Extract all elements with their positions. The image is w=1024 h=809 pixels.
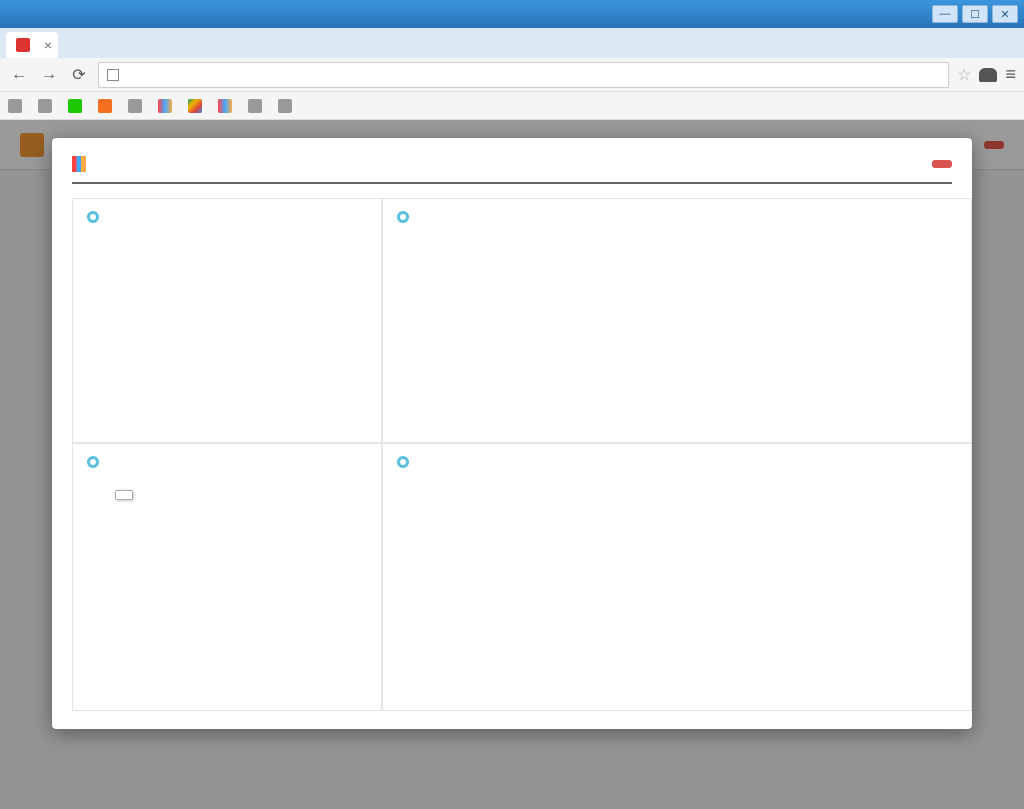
tab-close-icon[interactable]: ×: [44, 37, 52, 53]
extension-icon[interactable]: [979, 68, 997, 82]
panel-rank: [382, 443, 972, 711]
window-titlebar: — ☐ ✕: [0, 0, 1024, 28]
modal-title: [72, 156, 94, 172]
tab-strip: ×: [0, 28, 1024, 58]
rank-header: [397, 478, 957, 488]
bookmark-item[interactable]: [8, 99, 26, 113]
modal-close-button[interactable]: [932, 160, 952, 168]
window-maximize[interactable]: ☐: [962, 5, 988, 23]
browser-menu-icon[interactable]: ≡: [1005, 64, 1016, 85]
rank-top-chart: [397, 488, 672, 698]
monthly-line-chart: [397, 237, 957, 427]
bookmark-item[interactable]: [218, 99, 236, 113]
title-icon: [72, 156, 86, 172]
survey-pie-chart: [87, 233, 247, 393]
panel-survey: [72, 198, 382, 443]
bookmark-item[interactable]: [68, 99, 86, 113]
favicon: [16, 38, 30, 52]
window-close[interactable]: ✕: [992, 5, 1018, 23]
rank-bottom-chart: [682, 488, 957, 698]
modal-overlay: [0, 120, 1024, 809]
donut-tooltip: [115, 490, 133, 500]
consult-donut: [87, 478, 237, 628]
bookmark-item[interactable]: [38, 99, 56, 113]
bookmark-item[interactable]: [188, 99, 206, 113]
reload-button[interactable]: ⟳: [68, 64, 90, 86]
forward-button[interactable]: →: [38, 64, 60, 86]
modal: [52, 138, 972, 729]
url-bar: ← → ⟳ ☆ ≡: [0, 58, 1024, 92]
bookmark-item[interactable]: [158, 99, 176, 113]
bookmark-item[interactable]: [98, 99, 116, 113]
panel-monthly: [382, 198, 972, 443]
modal-header: [72, 156, 952, 184]
back-button[interactable]: ←: [8, 64, 30, 86]
window-minimize[interactable]: —: [932, 5, 958, 23]
bookmark-bar: [0, 92, 1024, 120]
bookmark-item[interactable]: [128, 99, 146, 113]
bookmark-star-icon[interactable]: ☆: [957, 65, 971, 85]
page-icon: [107, 69, 119, 81]
bookmark-item[interactable]: [278, 99, 296, 113]
panel-consult: [72, 443, 382, 711]
browser-tab[interactable]: ×: [6, 32, 58, 58]
bookmark-item[interactable]: [248, 99, 266, 113]
url-field[interactable]: [98, 62, 949, 88]
